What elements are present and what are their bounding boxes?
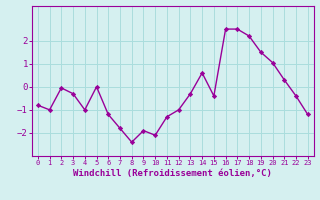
X-axis label: Windchill (Refroidissement éolien,°C): Windchill (Refroidissement éolien,°C) xyxy=(73,169,272,178)
